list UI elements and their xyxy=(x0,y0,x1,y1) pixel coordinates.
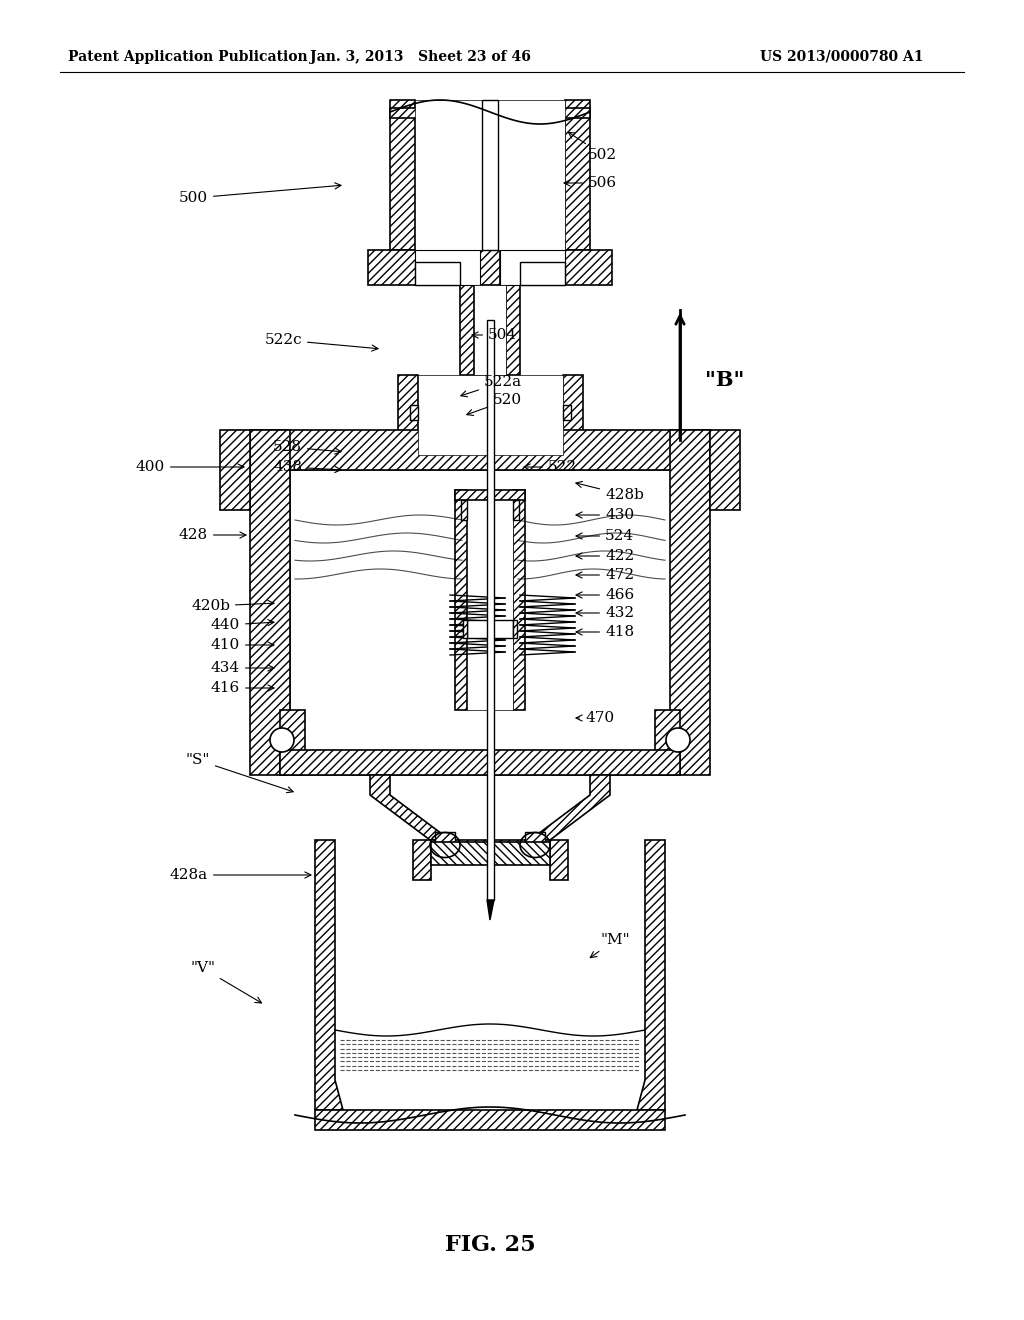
Polygon shape xyxy=(487,900,494,920)
Bar xyxy=(467,620,513,638)
Text: 500: 500 xyxy=(179,183,341,205)
Polygon shape xyxy=(480,249,500,285)
Bar xyxy=(335,840,645,1110)
Text: 520: 520 xyxy=(467,393,522,416)
Bar xyxy=(487,319,494,900)
Polygon shape xyxy=(280,710,305,775)
Polygon shape xyxy=(430,840,550,861)
Polygon shape xyxy=(390,108,590,117)
Polygon shape xyxy=(525,832,545,858)
Text: 418: 418 xyxy=(577,624,634,639)
Bar xyxy=(467,500,513,710)
Circle shape xyxy=(666,729,690,752)
Polygon shape xyxy=(565,100,590,249)
Text: 528: 528 xyxy=(273,440,341,454)
Text: 504: 504 xyxy=(472,327,517,342)
Text: 440: 440 xyxy=(211,618,274,632)
Polygon shape xyxy=(710,430,740,510)
Text: 522a: 522a xyxy=(461,375,522,397)
Text: FIG. 25: FIG. 25 xyxy=(444,1234,536,1257)
Text: US 2013/0000780 A1: US 2013/0000780 A1 xyxy=(760,50,924,63)
Text: 420b: 420b xyxy=(191,599,274,612)
Text: 524: 524 xyxy=(577,529,634,543)
Text: 466: 466 xyxy=(577,587,634,602)
Polygon shape xyxy=(370,775,450,840)
Text: 430: 430 xyxy=(577,508,634,521)
Text: 522c: 522c xyxy=(264,333,378,351)
Polygon shape xyxy=(506,285,520,375)
Polygon shape xyxy=(435,832,455,858)
Polygon shape xyxy=(250,430,290,775)
Bar xyxy=(474,285,506,375)
Text: 522: 522 xyxy=(524,459,578,474)
Text: 428a: 428a xyxy=(170,869,311,882)
Bar xyxy=(410,405,418,420)
Text: 428: 428 xyxy=(179,528,246,543)
Text: 422: 422 xyxy=(577,549,634,564)
Polygon shape xyxy=(550,840,568,880)
Polygon shape xyxy=(455,490,467,710)
Text: 410: 410 xyxy=(211,638,274,652)
Polygon shape xyxy=(315,1110,665,1130)
Text: 400: 400 xyxy=(136,459,244,474)
Text: "B": "B" xyxy=(705,370,744,389)
Bar xyxy=(463,620,467,638)
Text: "V": "V" xyxy=(190,961,261,1003)
Bar xyxy=(500,249,565,285)
Text: 434: 434 xyxy=(211,661,274,675)
Polygon shape xyxy=(460,285,474,375)
Polygon shape xyxy=(368,249,612,285)
Text: "M": "M" xyxy=(590,933,630,957)
Bar xyxy=(415,249,480,285)
Text: "S": "S" xyxy=(185,752,293,793)
Text: Patent Application Publication: Patent Application Publication xyxy=(68,50,307,63)
Polygon shape xyxy=(390,100,415,249)
Polygon shape xyxy=(315,840,343,1110)
Bar xyxy=(513,620,517,638)
Polygon shape xyxy=(472,387,508,399)
Bar xyxy=(290,470,670,775)
Polygon shape xyxy=(530,775,610,840)
Bar xyxy=(563,405,571,420)
Polygon shape xyxy=(637,840,665,1110)
Polygon shape xyxy=(280,750,680,775)
Text: 506: 506 xyxy=(564,176,617,190)
Polygon shape xyxy=(431,842,550,865)
Polygon shape xyxy=(220,430,250,510)
Bar xyxy=(513,500,519,520)
Bar xyxy=(482,100,498,249)
Text: 428b: 428b xyxy=(575,482,644,502)
Text: 432: 432 xyxy=(577,606,634,620)
Bar xyxy=(461,500,467,520)
Text: 470: 470 xyxy=(577,711,614,725)
Text: 416: 416 xyxy=(211,681,274,696)
Text: 472: 472 xyxy=(577,568,634,582)
Polygon shape xyxy=(250,430,710,470)
Bar xyxy=(415,261,460,285)
Polygon shape xyxy=(670,430,710,775)
Circle shape xyxy=(270,729,294,752)
Text: Jan. 3, 2013   Sheet 23 of 46: Jan. 3, 2013 Sheet 23 of 46 xyxy=(309,50,530,63)
Text: 438: 438 xyxy=(273,459,341,474)
Polygon shape xyxy=(655,710,680,775)
Polygon shape xyxy=(398,375,418,455)
Polygon shape xyxy=(413,840,431,880)
Polygon shape xyxy=(563,375,583,455)
Bar xyxy=(418,375,563,455)
Bar xyxy=(520,261,565,285)
Polygon shape xyxy=(455,490,525,500)
Polygon shape xyxy=(513,490,525,710)
Text: 502: 502 xyxy=(568,132,617,162)
Bar xyxy=(415,100,565,249)
